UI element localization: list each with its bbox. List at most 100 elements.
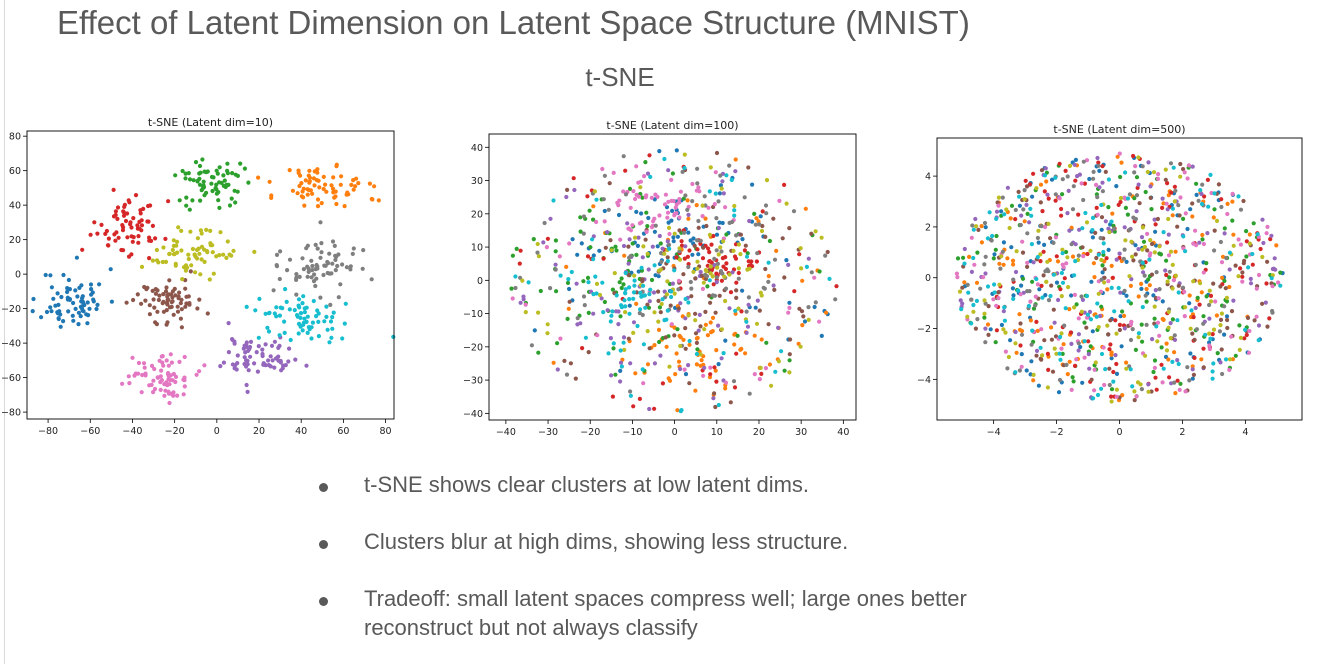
data-point <box>103 231 108 236</box>
bullet-item: Clusters blur at high dims, showing less… <box>315 527 1035 556</box>
data-point <box>164 380 169 385</box>
data-point <box>1128 283 1133 288</box>
data-point <box>763 234 768 239</box>
data-point <box>1218 317 1224 322</box>
series-class-0 <box>532 148 830 377</box>
data-point <box>631 189 636 194</box>
data-point <box>1053 235 1058 240</box>
data-point <box>1136 335 1141 340</box>
data-point <box>161 309 166 314</box>
data-point <box>1188 326 1193 331</box>
data-point <box>1220 371 1225 377</box>
data-point <box>1100 189 1105 194</box>
data-point <box>1078 344 1083 350</box>
data-point <box>728 290 734 295</box>
data-point <box>1154 387 1159 392</box>
data-point <box>1091 261 1096 266</box>
data-point <box>999 209 1004 214</box>
data-point <box>85 321 90 326</box>
data-point <box>1128 322 1134 327</box>
data-point <box>173 261 178 266</box>
data-point <box>164 322 169 327</box>
data-point <box>1246 265 1251 270</box>
data-point <box>66 277 71 283</box>
data-point <box>708 271 713 276</box>
data-point <box>1092 367 1097 372</box>
data-point <box>660 381 665 386</box>
data-point <box>719 186 724 191</box>
data-point <box>682 152 687 157</box>
data-point <box>316 334 321 339</box>
x-tick-label: 40 <box>837 427 849 438</box>
data-point <box>315 246 320 251</box>
data-point <box>575 252 580 257</box>
data-point <box>329 183 334 188</box>
data-point <box>712 365 717 370</box>
data-point <box>1126 299 1131 304</box>
data-point <box>168 377 173 383</box>
data-point <box>736 242 741 247</box>
data-point <box>703 268 708 273</box>
data-point <box>208 228 213 233</box>
data-point <box>323 182 328 187</box>
data-point <box>1124 293 1129 298</box>
data-point <box>1243 327 1248 332</box>
data-point <box>626 336 631 341</box>
data-point <box>197 182 203 187</box>
data-point <box>252 249 257 254</box>
data-point <box>286 359 291 364</box>
data-point <box>167 251 172 256</box>
series-class-7 <box>513 154 838 396</box>
data-point <box>575 316 580 321</box>
series-class-4 <box>218 321 309 394</box>
data-point <box>73 306 78 311</box>
data-point <box>1019 283 1024 288</box>
data-point <box>1081 254 1086 259</box>
data-point <box>578 229 583 234</box>
data-point <box>638 290 643 295</box>
data-point <box>1178 174 1183 179</box>
data-point <box>1070 207 1076 212</box>
data-point <box>1082 181 1087 186</box>
data-point <box>272 365 277 370</box>
data-point <box>1224 255 1229 261</box>
data-point <box>1164 258 1169 263</box>
data-point <box>1269 276 1274 281</box>
data-point <box>690 252 695 257</box>
data-point <box>162 393 167 398</box>
data-point <box>736 266 741 271</box>
data-point <box>1068 330 1073 335</box>
data-point <box>991 256 996 261</box>
axes-frame <box>936 137 1303 421</box>
data-point <box>1080 297 1085 302</box>
data-point <box>1052 320 1057 325</box>
data-point <box>315 170 320 175</box>
data-point <box>1153 375 1158 380</box>
data-point <box>227 252 232 257</box>
data-point <box>682 165 687 171</box>
data-point <box>1100 180 1105 185</box>
data-point <box>1167 375 1172 380</box>
data-point <box>146 219 151 224</box>
data-point <box>985 322 991 327</box>
data-point <box>764 340 769 345</box>
data-point <box>1076 348 1081 353</box>
series-class-5 <box>960 161 1274 403</box>
data-point <box>193 160 199 165</box>
data-point <box>649 225 655 230</box>
data-point <box>659 301 664 307</box>
data-point <box>763 366 768 371</box>
data-point <box>1060 251 1065 256</box>
data-point <box>1106 177 1111 182</box>
data-point <box>1001 309 1006 314</box>
data-point <box>732 332 737 337</box>
data-point <box>993 340 998 345</box>
data-point <box>784 201 789 206</box>
x-tick-label: −20 <box>580 427 600 438</box>
data-point <box>1231 232 1236 237</box>
data-point <box>1201 346 1206 351</box>
data-point <box>523 310 528 315</box>
data-point <box>332 195 337 200</box>
data-point <box>302 310 307 315</box>
data-point <box>287 307 292 312</box>
